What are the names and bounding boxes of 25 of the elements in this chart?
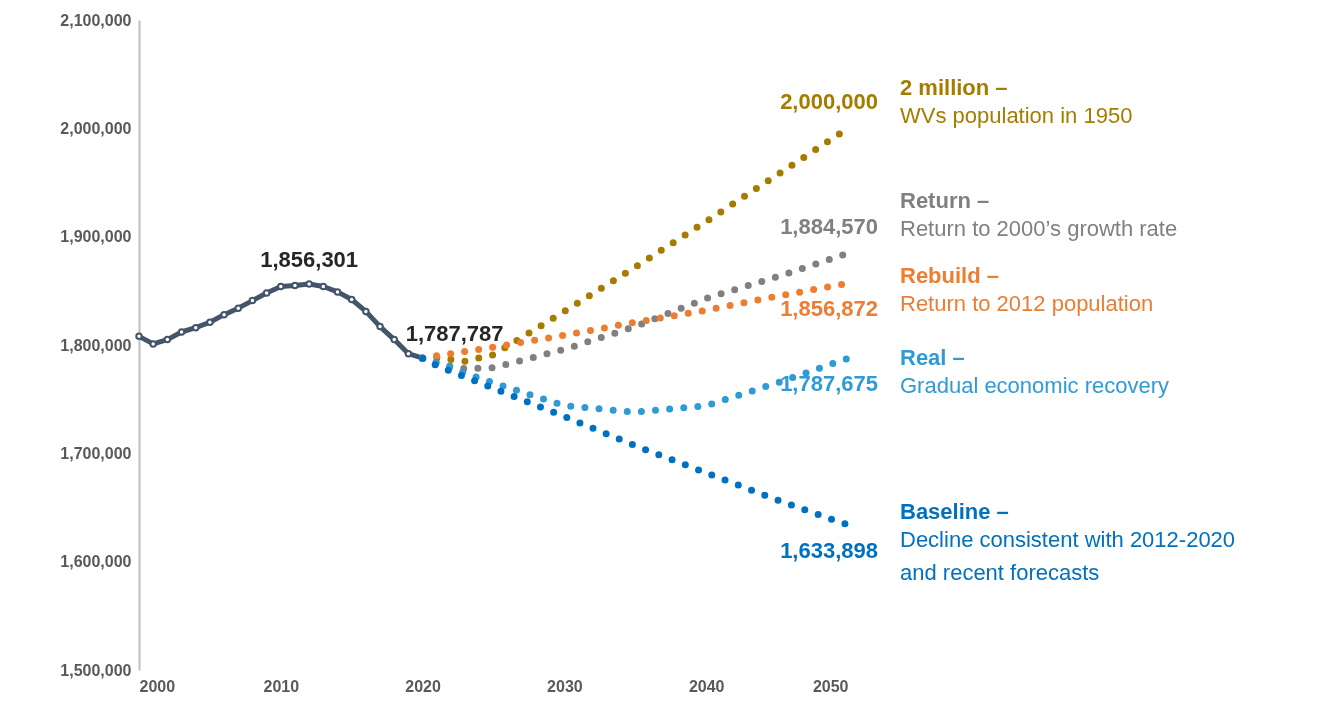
annotation: 1,787,787 [405,321,504,347]
y-tick-label: 1,600,000 [60,553,132,571]
x-tick-label: 2040 [688,677,725,695]
text: 2 million – WVs population in 1950 [900,75,1133,128]
y-tick-label: 2,100,000 [60,11,132,29]
annotation: 1,884,570 [780,214,878,240]
text: Real – Gradual economic recovery [900,345,1170,398]
text: Rebuild – Return to 2012 population [900,263,1154,316]
y-tick-label: 2,000,000 [60,119,132,137]
x-tick-label: 2030 [547,677,583,695]
x-tick-label: 2000 [139,677,176,695]
y-tick-label: 1,500,000 [60,661,132,679]
x-tick-label: 2010 [263,677,300,695]
y-tick-label: 1,700,000 [60,444,132,462]
y-tick-label: 1,900,000 [60,228,132,246]
annotation: 1,856,872 [780,296,878,322]
text: Baseline – Decline consistent with 2012-2020 and recent forecasts [900,499,1236,585]
x-tick-label: 2020 [405,677,441,695]
annotation: 1,856,301 [260,247,359,273]
y-tick-label: 1,800,000 [60,336,132,354]
text: Return – Return to 2000’s growth rate [900,188,1178,241]
x-tick-label: 2050 [812,677,849,695]
annotation: 2,000,000 [780,89,878,115]
annotation: 1,633,898 [780,537,878,563]
annotation: 1,787,675 [780,371,878,397]
